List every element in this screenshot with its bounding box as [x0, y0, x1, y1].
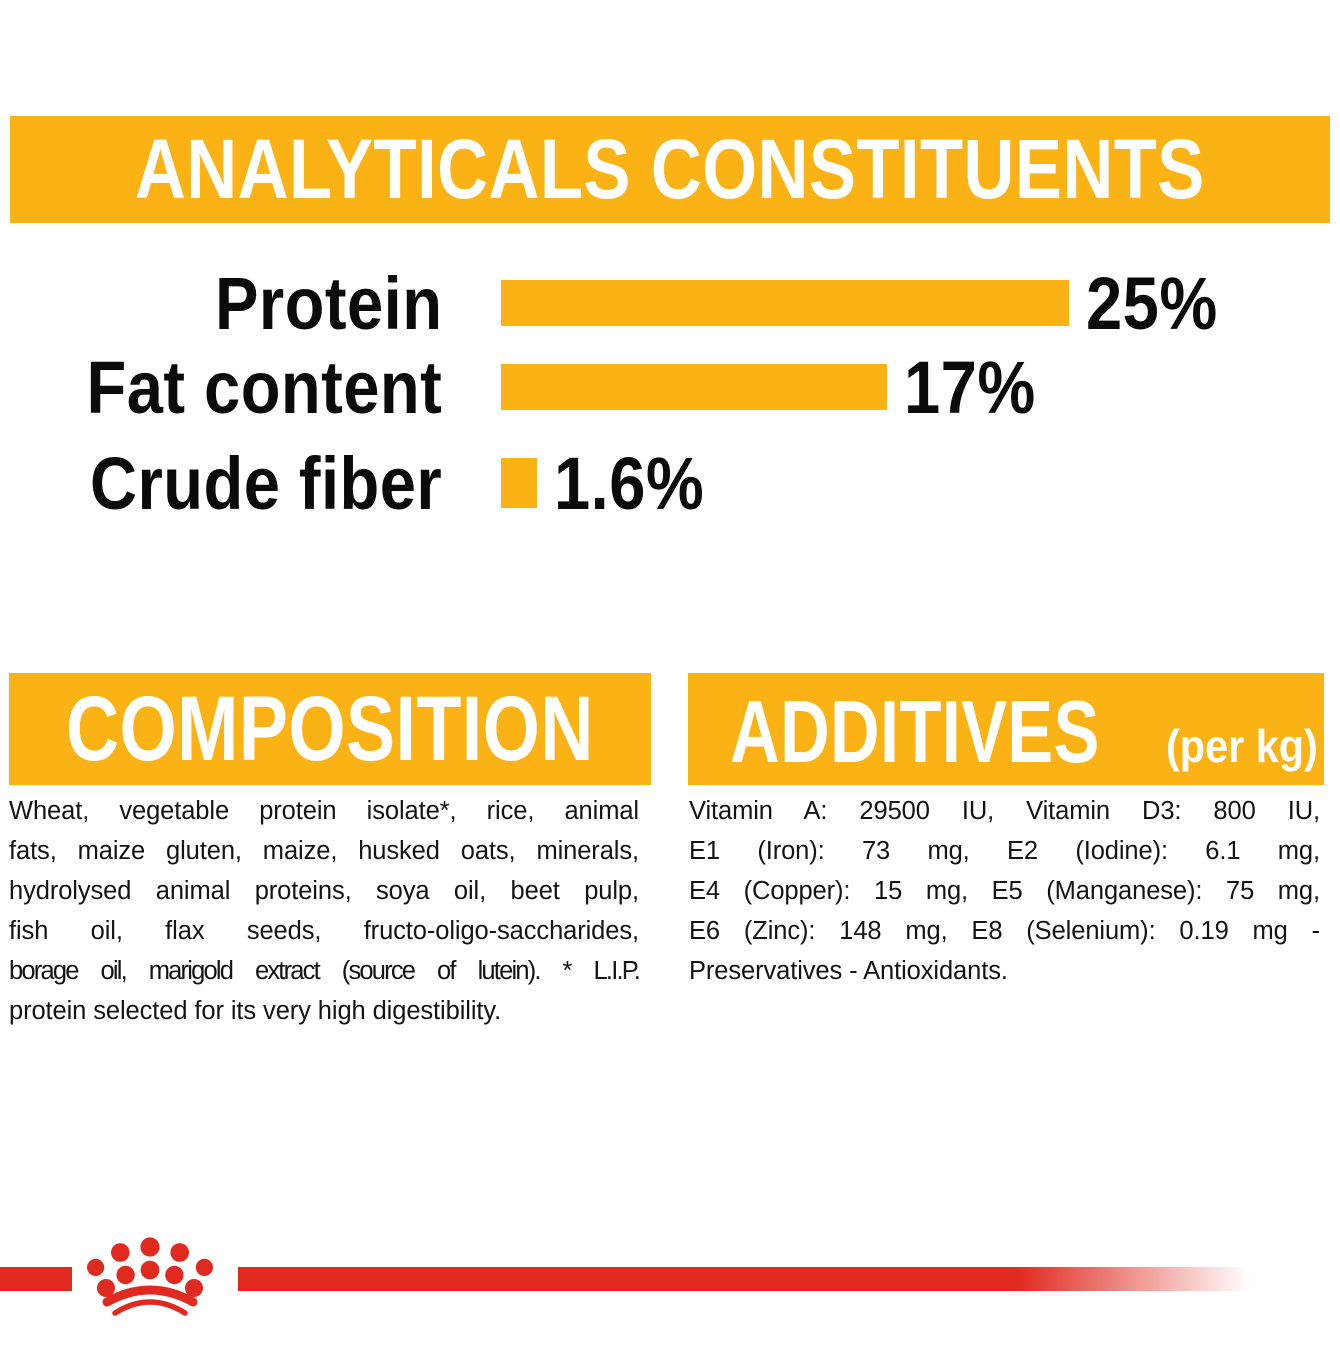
bar	[501, 458, 537, 508]
chart-category-label: Protein	[214, 261, 442, 345]
chart-value-label: 17%	[904, 345, 1036, 429]
chart-category-label: Fat content	[86, 345, 442, 429]
additives-line: E1 (Iron): 73 mg, E2 (Iodine): 6.1 mg,	[689, 837, 1320, 865]
composition-line: protein selected for its very high diges…	[9, 997, 502, 1025]
composition-title: COMPOSITION	[66, 677, 594, 780]
additives-banner: ADDITIVES (per kg)	[688, 673, 1324, 785]
composition-line: borage oil, marigold extract (source of …	[9, 957, 641, 985]
composition-line: fish oil, flax seeds, fructo-oligo-sacch…	[9, 917, 639, 945]
chart-value-label: 25%	[1086, 261, 1218, 345]
analyticals-banner: ANALYTICALS CONSTITUENTS	[10, 116, 1330, 223]
chart-row-fat-content: Fat content 17%	[0, 346, 1340, 429]
additives-line: E6 (Zinc): 148 mg, E8 (Selenium): 0.19 m…	[689, 917, 1320, 945]
additives-title: ADDITIVES	[729, 682, 1100, 781]
chart-value-label: 1.6%	[554, 441, 705, 525]
additives-line: E4 (Copper): 15 mg, E5 (Manganese): 75 m…	[689, 877, 1320, 905]
bar	[501, 364, 887, 410]
chart-category-label: Crude fiber	[89, 441, 442, 525]
composition-line: hydrolysed animal proteins, soya oil, be…	[9, 877, 639, 905]
additives-line: Preservatives - Antioxidants.	[689, 957, 1008, 985]
composition-line: fats, maize gluten, maize, husked oats, …	[9, 837, 639, 865]
analyticals-title: ANALYTICALS CONSTITUENTS	[135, 122, 1205, 216]
bar	[501, 280, 1069, 326]
composition-line: Wheat, vegetable protein isolate*, rice,…	[9, 797, 639, 825]
additives-text: Vitamin A: 29500 IU, Vitamin D3: 800 IU,…	[689, 791, 1320, 991]
chart-row-protein: Protein 25%	[0, 262, 1340, 345]
additives-subtitle: (per kg)	[1165, 720, 1318, 772]
chart-row-crude-fiber: Crude fiber 1.6%	[0, 442, 1340, 525]
additives-line: Vitamin A: 29500 IU, Vitamin D3: 800 IU,	[689, 797, 1320, 825]
composition-text: Wheat, vegetable protein isolate*, rice,…	[9, 791, 641, 1031]
composition-banner: COMPOSITION	[9, 673, 651, 785]
footer-stripe-right	[238, 1267, 1250, 1291]
royal-canin-crown-logo	[87, 1237, 213, 1316]
footer-stripe-left	[0, 1267, 72, 1291]
